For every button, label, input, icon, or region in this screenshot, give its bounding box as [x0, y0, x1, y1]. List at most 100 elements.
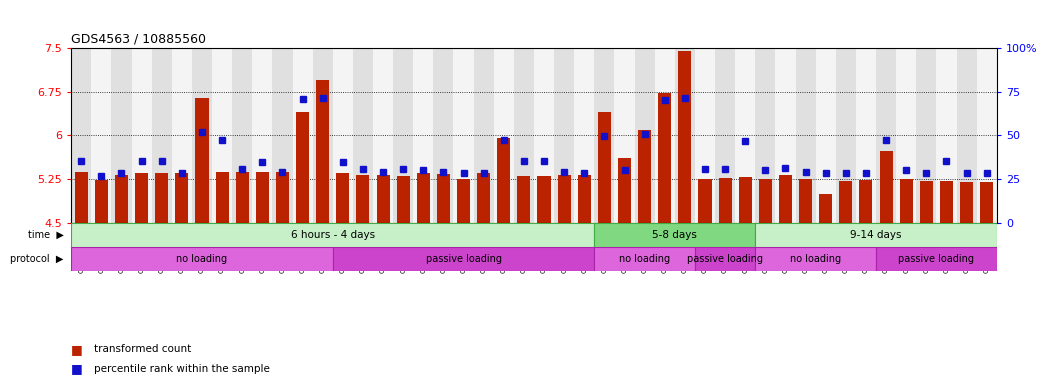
Bar — [71, 247, 333, 271]
Bar — [477, 174, 490, 223]
Bar — [574, 48, 595, 223]
Bar — [618, 158, 631, 223]
Bar — [175, 174, 188, 223]
Bar — [397, 176, 409, 223]
Text: ■: ■ — [71, 362, 83, 375]
Bar — [111, 48, 132, 223]
Bar — [514, 48, 534, 223]
Text: protocol  ▶: protocol ▶ — [10, 254, 64, 264]
Bar — [272, 48, 292, 223]
Text: no loading: no loading — [619, 254, 670, 264]
Bar — [855, 48, 876, 223]
Bar — [755, 48, 776, 223]
Bar — [135, 174, 149, 223]
Bar — [755, 247, 876, 271]
Bar — [940, 181, 953, 223]
Bar — [735, 48, 755, 223]
Bar — [695, 48, 715, 223]
Text: no loading: no loading — [790, 254, 841, 264]
Bar — [980, 182, 994, 223]
Text: transformed count: transformed count — [94, 344, 192, 354]
Text: ■: ■ — [71, 343, 83, 356]
Text: passive loading: passive loading — [687, 254, 763, 264]
Bar — [252, 48, 272, 223]
Text: 5-8 days: 5-8 days — [652, 230, 697, 240]
Bar — [879, 151, 893, 223]
Bar — [595, 223, 755, 247]
Bar — [715, 48, 735, 223]
Bar — [896, 48, 916, 223]
Bar — [236, 172, 249, 223]
Bar — [433, 48, 453, 223]
Bar — [373, 48, 393, 223]
Bar — [840, 181, 852, 223]
Bar — [517, 176, 531, 223]
Bar — [739, 177, 752, 223]
Bar — [71, 48, 91, 223]
Bar — [634, 48, 654, 223]
Bar — [152, 48, 172, 223]
Bar — [353, 48, 373, 223]
Bar — [115, 175, 128, 223]
Text: passive loading: passive loading — [898, 254, 975, 264]
Text: no loading: no loading — [176, 254, 227, 264]
Bar — [595, 48, 615, 223]
Bar — [74, 172, 88, 223]
Bar — [155, 173, 169, 223]
Bar — [698, 179, 712, 223]
Bar — [71, 223, 595, 247]
Bar — [276, 172, 289, 223]
Bar — [494, 48, 514, 223]
Bar — [957, 48, 977, 223]
Bar — [456, 179, 470, 223]
Bar — [977, 48, 997, 223]
Bar — [132, 48, 152, 223]
Bar — [659, 93, 671, 223]
Bar — [497, 138, 510, 223]
Bar — [537, 176, 551, 223]
Bar — [899, 179, 913, 223]
Bar — [960, 182, 973, 223]
Text: 9-14 days: 9-14 days — [850, 230, 901, 240]
Bar — [313, 48, 333, 223]
Bar — [377, 175, 389, 223]
Bar — [558, 175, 571, 223]
Text: GDS4563 / 10885560: GDS4563 / 10885560 — [71, 32, 206, 45]
Bar — [213, 48, 232, 223]
Bar — [356, 175, 370, 223]
Bar — [678, 51, 691, 223]
Text: 6 hours - 4 days: 6 hours - 4 days — [291, 230, 375, 240]
Bar — [675, 48, 695, 223]
Bar — [554, 48, 574, 223]
Bar — [796, 48, 816, 223]
Bar — [779, 175, 792, 223]
Bar — [437, 174, 450, 223]
Bar — [333, 48, 353, 223]
Bar — [919, 181, 933, 223]
Bar — [916, 48, 936, 223]
Bar — [598, 112, 611, 223]
Bar — [799, 179, 812, 223]
Bar — [255, 172, 269, 223]
Bar — [654, 48, 675, 223]
Bar — [718, 178, 732, 223]
Bar — [860, 180, 872, 223]
Bar — [91, 48, 111, 223]
Bar — [695, 247, 755, 271]
Bar — [816, 48, 836, 223]
Bar — [595, 247, 695, 271]
Bar — [755, 223, 997, 247]
Bar — [192, 48, 213, 223]
Bar — [296, 112, 309, 223]
Bar — [615, 48, 634, 223]
Bar — [95, 180, 108, 223]
Bar — [316, 80, 329, 223]
Bar — [172, 48, 192, 223]
Bar — [638, 130, 651, 223]
Bar — [876, 48, 896, 223]
Bar — [936, 48, 957, 223]
Bar — [336, 174, 350, 223]
Bar — [393, 48, 414, 223]
Bar — [292, 48, 313, 223]
Bar — [333, 247, 595, 271]
